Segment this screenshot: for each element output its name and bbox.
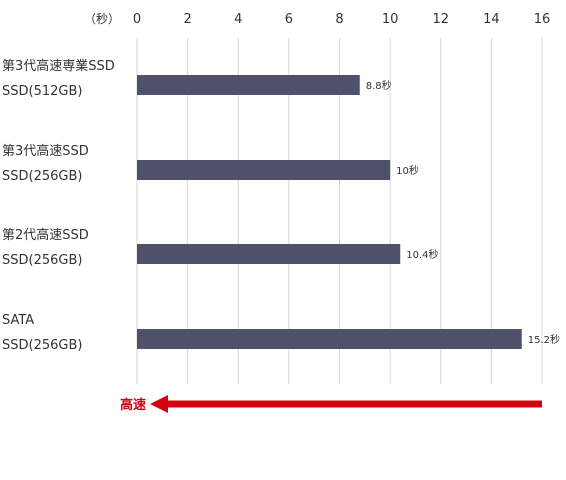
category-label: SSD(256GB) [2, 253, 82, 268]
bar [137, 329, 522, 349]
category-labels: 第3代高速専業SSD SSD(512GB) 第3代高速SSD SSD(256GB) 第2… [2, 58, 115, 353]
data-label: 15.2秒 [528, 333, 560, 346]
category-label: SSD(512GB) [2, 84, 82, 99]
data-label: 10秒 [396, 164, 419, 177]
speed-annotation: 高速 [120, 395, 542, 413]
bar [137, 160, 391, 180]
x-tick-label: 10 [382, 12, 399, 27]
category-label: 第3代高速専業SSD [2, 58, 115, 74]
data-label: 8.8秒 [366, 79, 392, 92]
x-tick-label: 6 [285, 12, 293, 27]
category-label: SSD(256GB) [2, 169, 82, 184]
category-label: 第2代高速SSD [2, 227, 89, 243]
x-tick-label: 14 [483, 12, 500, 27]
x-tick-label: 2 [183, 12, 191, 27]
category-label: SATA [2, 313, 34, 328]
x-axis-ticks: 0 2 4 6 8 10 12 14 16 [133, 12, 550, 27]
x-tick-label: 16 [534, 12, 551, 27]
x-tick-label: 4 [234, 12, 242, 27]
speed-annotation-label: 高速 [120, 397, 146, 413]
x-tick-label: 8 [335, 12, 343, 27]
data-labels: 8.8秒 10秒 10.4秒 15.2秒 [366, 79, 560, 346]
category-label: SSD(256GB) [2, 338, 82, 353]
x-tick-label: 0 [133, 12, 141, 27]
x-tick-label: 12 [432, 12, 449, 27]
speed-arrow-head [150, 395, 168, 413]
bar [137, 244, 401, 264]
x-axis-unit-label: （秒） [84, 12, 120, 26]
gridlines [136, 38, 543, 384]
category-label: 第3代高速SSD [2, 143, 89, 159]
bars [137, 75, 522, 349]
bar [137, 75, 360, 95]
data-label: 10.4秒 [406, 248, 438, 261]
